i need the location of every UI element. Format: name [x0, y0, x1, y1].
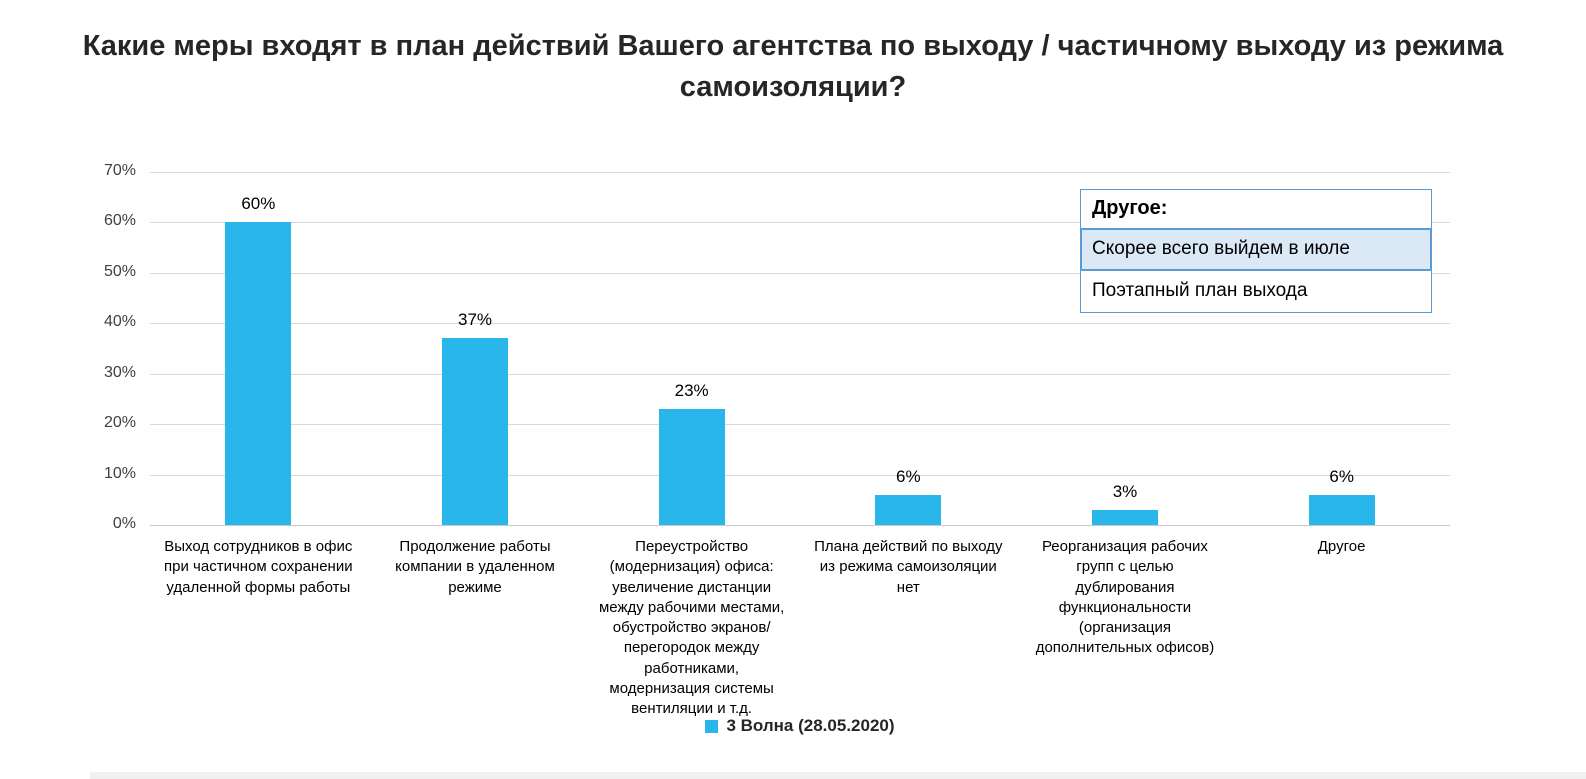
bar-2 — [442, 338, 508, 525]
bar-value-label: 37% — [457, 310, 493, 330]
chart-title: Какие меры входят в план действий Вашего… — [82, 30, 1504, 103]
gridline — [150, 525, 1450, 526]
bar-1 — [225, 222, 292, 525]
category-label: Плана действий по выходу из режима самои… — [814, 538, 1003, 596]
annotation-box-rows: Скорее всего выйдем в июле Поэтапный план… — [1080, 229, 1432, 313]
category-label: Другое — [1317, 538, 1366, 555]
legend: 3 Волна (28.05.2020) — [150, 716, 1450, 736]
annotation-item: Скорее всего выйдем в июле — [1080, 229, 1432, 271]
bar-value-label: 6% — [1329, 466, 1354, 486]
category-label: Продолжение работы компании в удаленном … — [395, 538, 555, 596]
annotation-item: Поэтапный план выхода — [1080, 271, 1432, 313]
bar-value-label: 6% — [896, 466, 921, 486]
y-axis-tick-label: 30% — [103, 363, 136, 381]
annotation-box: Другое: Скорее всего выйдем в июле Поэтап… — [1080, 189, 1432, 313]
bar-value-label: 23% — [674, 381, 709, 401]
plot-area: 60% 37% 23% 6% 3% 6% — [150, 172, 1450, 526]
category-label: Переустройство (модернизация) офиса: уве… — [598, 538, 785, 717]
y-axis: 0% 10% 20% 30% 40% 50% 60% 70% — [0, 162, 142, 532]
bar-3 — [658, 409, 725, 525]
bar-value-label: 3% — [1112, 481, 1138, 501]
gridline — [150, 272, 1450, 274]
y-axis-tick-label: 40% — [103, 313, 136, 331]
bar-4 — [875, 494, 942, 525]
y-axis-tick-label: 10% — [103, 464, 136, 482]
x-axis-category-labels: Выход сотрудников в офис при частичном с… — [150, 537, 1450, 719]
bar-5 — [1092, 509, 1158, 525]
y-axis-tick-label: 60% — [103, 212, 136, 230]
bottom-scrollbar[interactable] — [90, 772, 1586, 779]
y-axis-tick-label: 70% — [103, 162, 136, 179]
gridline — [150, 323, 1450, 325]
gridline — [150, 172, 1450, 173]
gridline — [150, 222, 1450, 224]
bar-6 — [1308, 494, 1375, 525]
category-label: Выход сотрудников в офис при частичном с… — [164, 538, 353, 596]
bar-value-label: 60% — [241, 194, 276, 214]
y-axis-tick-label: 50% — [103, 262, 136, 280]
y-axis-tick-label: 0% — [112, 515, 136, 532]
gridline — [150, 474, 1450, 476]
category-label: Реорганизация рабочих групп с целью дубл… — [1035, 538, 1215, 657]
legend-swatch-icon — [705, 719, 719, 733]
gridline — [150, 373, 1450, 375]
y-axis-tick-label: 20% — [103, 414, 136, 432]
gridline — [150, 424, 1450, 426]
legend-label: 3 Волна (28.05.2020) — [726, 716, 895, 735]
annotation-box-header: Другое: — [1080, 189, 1432, 229]
